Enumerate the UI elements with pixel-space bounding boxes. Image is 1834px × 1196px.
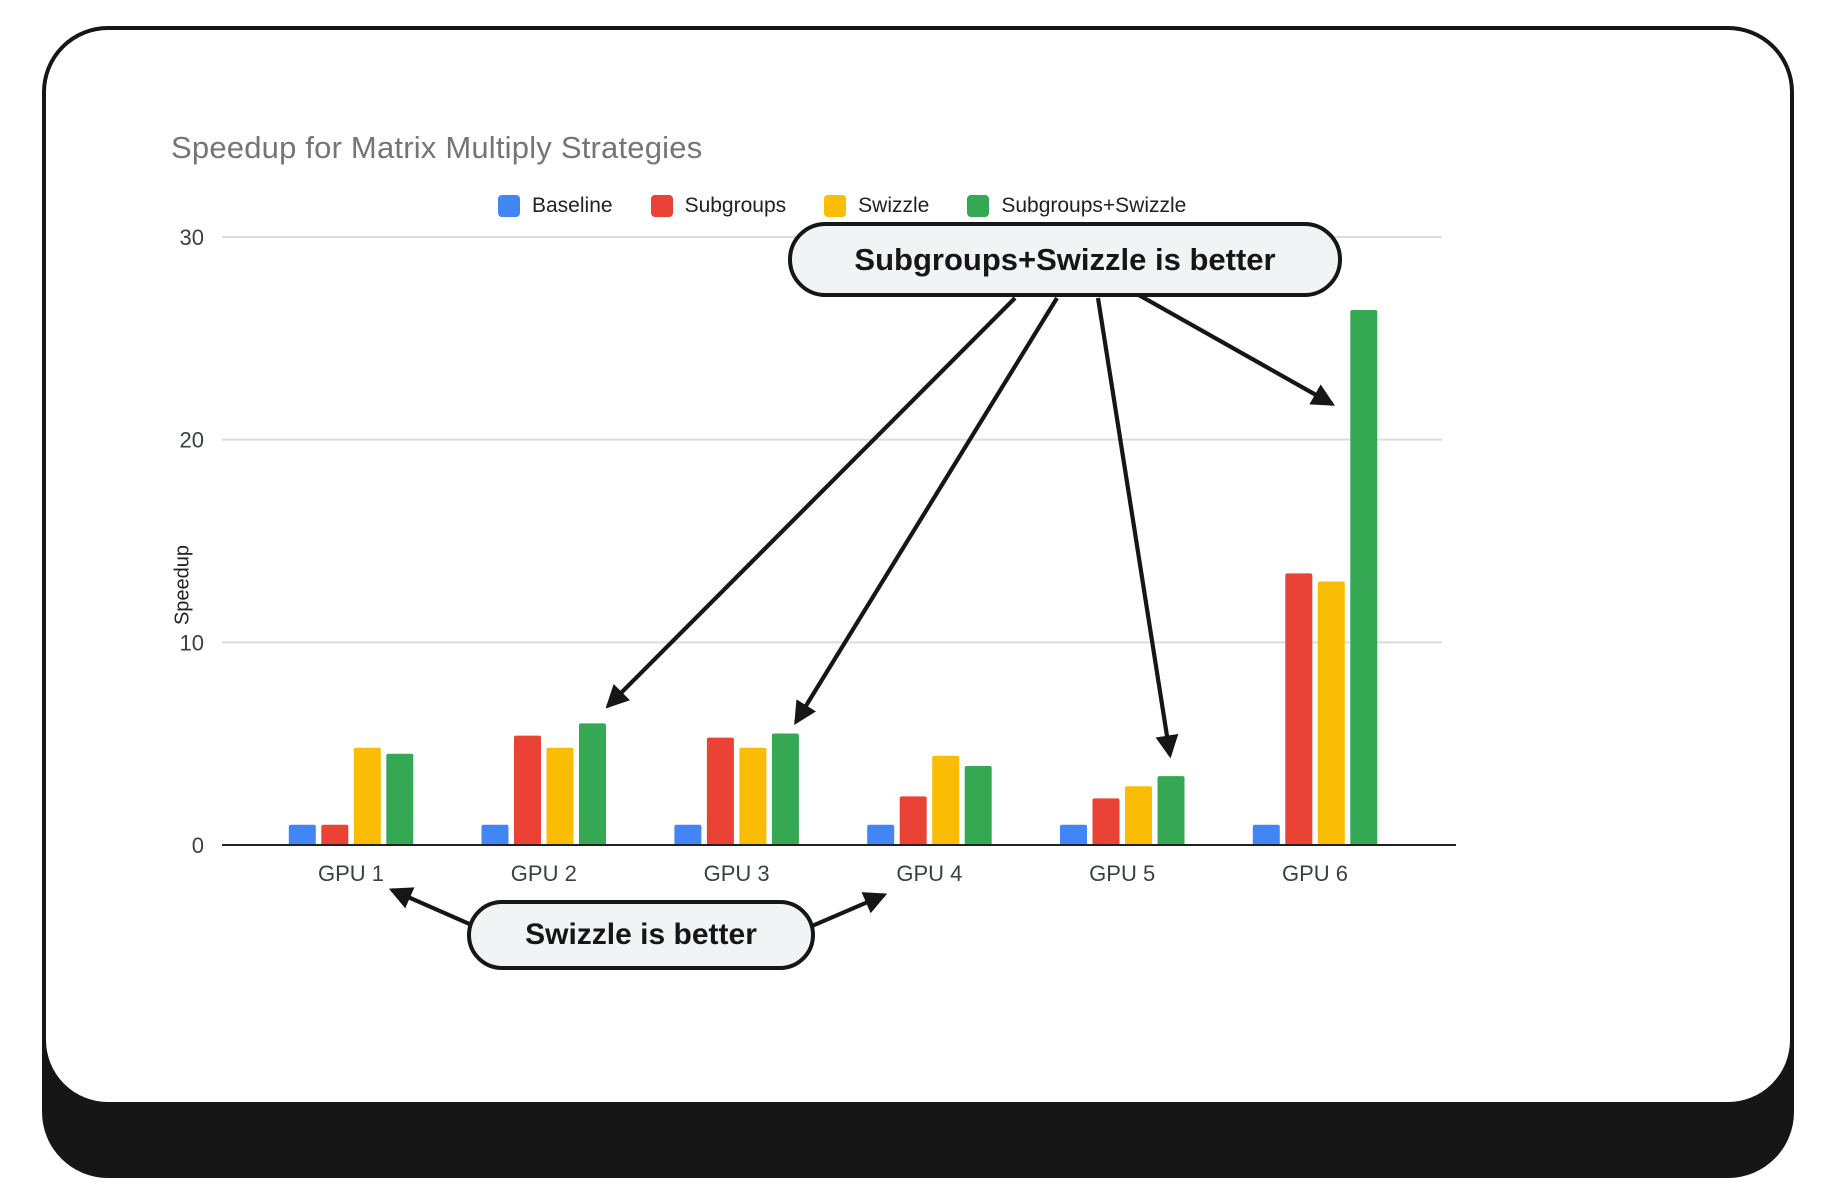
x-category-label-6: GPU 6	[1282, 861, 1348, 886]
y-tick-label-20: 20	[180, 428, 204, 453]
bar-gpu-5-baseline	[1060, 824, 1087, 845]
bar-gpu-6-subgroups-swizzle	[1350, 310, 1378, 845]
bar-gpu-5-subgroups-swizzle	[1157, 776, 1185, 845]
bar-gpu-3-subgroups	[706, 737, 734, 845]
bar-gpu-5-subgroups	[1092, 798, 1120, 845]
callout-subgroups-swizzle-is-better: Subgroups+Swizzle is better	[788, 222, 1342, 297]
bar-gpu-2-subgroups-swizzle	[579, 723, 606, 845]
bar-gpu-1-subgroups-swizzle	[386, 753, 414, 845]
arrow-to-gpu-6	[1135, 292, 1336, 406]
y-tick-label-0: 0	[192, 833, 204, 858]
y-tick-label-10: 10	[180, 630, 204, 655]
arrow-to-gpu-2	[605, 296, 1017, 709]
gridlines	[222, 236, 1442, 644]
arrow-to-gpu-4	[811, 892, 888, 928]
legend-label-swizzle: Swizzle	[858, 194, 930, 217]
legend-label-subgroups-swizzle: Subgroups+Swizzle	[1001, 194, 1187, 217]
arrow-to-gpu-5	[1095, 297, 1179, 759]
bar-gpu-4-swizzle	[932, 755, 960, 845]
bar-gpu-3-subgroups-swizzle	[771, 733, 799, 845]
bar-gpu-6-swizzle	[1317, 581, 1345, 845]
x-category-label-4: GPU 4	[896, 861, 962, 886]
bar-gpu-1-subgroups	[321, 824, 349, 845]
legend-swatch-subgroups-swizzle	[967, 195, 990, 217]
legend-item-swizzle: Swizzle	[824, 194, 929, 218]
legend-item-subgroups: Subgroups	[650, 194, 787, 218]
x-category-label-5: GPU 5	[1089, 861, 1155, 886]
legend-item-baseline: Baseline	[498, 194, 613, 218]
legend-swatch-subgroups	[650, 195, 673, 217]
legend-item-subgroups-swizzle: Subgroups+Swizzle	[967, 194, 1186, 218]
x-category-label-2: GPU 2	[511, 861, 577, 886]
chart-card: Speedup for Matrix Multiply Strategies B…	[42, 26, 1794, 1106]
bar-gpu-3-baseline	[674, 824, 702, 845]
legend-swatch-baseline	[498, 195, 520, 217]
legend-label-subgroups: Subgroups	[684, 194, 787, 217]
x-category-label-1: GPU 1	[318, 861, 384, 886]
legend: Baseline Subgroups Swizzle Subgroups+Swi…	[498, 194, 1186, 218]
bar-gpu-2-subgroups	[514, 735, 541, 845]
arrow-to-gpu-1	[388, 887, 475, 928]
annotation-arrows	[388, 292, 1336, 928]
bar-gpu-2-swizzle	[546, 747, 574, 845]
x-category-label-3: GPU 3	[704, 861, 770, 886]
chart-title: Speedup for Matrix Multiply Strategies	[171, 130, 703, 165]
legend-label-baseline: Baseline	[532, 194, 613, 217]
legend-swatch-swizzle	[824, 195, 847, 217]
bar-gpu-3-swizzle	[739, 747, 767, 845]
bar-gpu-4-baseline	[867, 824, 895, 845]
y-tick-label-30: 30	[180, 225, 204, 250]
callout-swizzle-is-better: Swizzle is better	[467, 900, 815, 970]
bar-gpu-1-swizzle	[353, 747, 381, 845]
bar-gpu-4-subgroups-swizzle	[964, 766, 992, 845]
bar-gpu-1-baseline	[288, 824, 316, 845]
bars	[288, 310, 1378, 845]
bar-gpu-2-baseline	[481, 824, 509, 845]
axes: 0 10 20 30 GPU 1 GPU 2 GPU 3 GPU 4 GPU 5 GPU 6	[180, 225, 1456, 886]
bar-gpu-5-swizzle	[1125, 786, 1152, 845]
bar-gpu-4-subgroups	[899, 796, 927, 845]
bar-gpu-6-subgroups	[1285, 573, 1313, 845]
bar-gpu-6-baseline	[1252, 824, 1280, 845]
arrow-to-gpu-3	[794, 296, 1059, 725]
